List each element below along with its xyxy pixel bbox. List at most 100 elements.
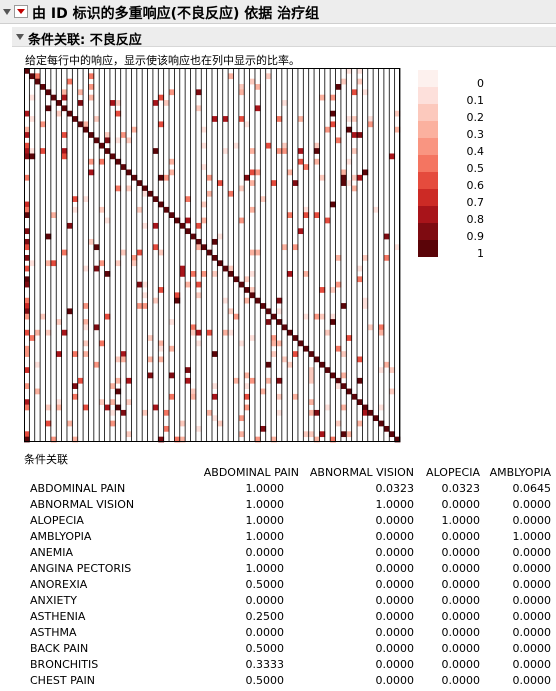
heatmap-cell [297, 148, 304, 154]
legend-label: 0.8 [466, 213, 485, 226]
table-cell: 1.0000 [441, 514, 481, 527]
heatmap-cell [56, 110, 62, 117]
heatmap-cell [83, 340, 89, 347]
heatmap-cell [72, 196, 79, 202]
heatmap-cell [34, 361, 41, 368]
heatmap-cell [389, 153, 396, 160]
heatmap-cell [287, 271, 293, 277]
heatmap-cell [88, 158, 95, 165]
heatmap-cell [88, 94, 95, 101]
heatmap-cell [104, 217, 111, 224]
heatmap-cell [126, 169, 132, 176]
table-cell: 0.0323 [441, 482, 481, 495]
heatmap-cell [389, 431, 396, 438]
heatmap-cell [24, 228, 30, 235]
heatmap-cell [212, 255, 218, 261]
disclosure-triangle-icon[interactable] [16, 34, 24, 40]
heatmap-cell [56, 404, 62, 411]
heatmap-cell [340, 404, 347, 411]
heatmap-cell [238, 415, 245, 422]
table-cell: 0.0645 [512, 482, 552, 495]
heatmap-cell [147, 356, 154, 363]
heatmap-cell [238, 431, 245, 438]
heatmap-cell [228, 271, 234, 277]
heatmap-cell [276, 319, 283, 325]
row-label: ANOREXIA [30, 578, 88, 591]
legend-label: 0.6 [466, 179, 485, 192]
heatmap-cell [233, 377, 240, 384]
heatmap-cell [319, 431, 326, 438]
disclosure-triangle-icon[interactable] [3, 9, 11, 15]
heatmap-cell [217, 180, 224, 186]
table-cell: 0.0000 [375, 514, 415, 527]
legend-label: 0.3 [466, 128, 485, 141]
heatmap-cell [244, 297, 250, 304]
heatmap-cell [158, 201, 165, 208]
heatmap-cell [50, 94, 57, 101]
heatmap-cell [34, 329, 41, 336]
heatmap-cell [212, 116, 218, 122]
heatmap-cell [303, 212, 310, 218]
heatmap-cell [99, 158, 105, 165]
heatmap-cell [77, 121, 84, 128]
heatmap-cell [303, 271, 310, 277]
heatmap-cell [265, 142, 272, 149]
report-title: 由 ID 标识的多重响应(不良反应) 依据 治疗组 [32, 6, 320, 22]
heatmap-cell [206, 409, 213, 416]
heatmap-cell [201, 126, 208, 133]
heatmap-cell [206, 190, 213, 197]
heatmap-cell [346, 388, 353, 395]
heatmap-cell [126, 137, 132, 144]
heatmap-cell [281, 148, 288, 154]
heatmap-cell [190, 393, 197, 400]
heatmap-cell [120, 249, 127, 256]
heatmap-cell [249, 292, 256, 299]
heatmap-cell [99, 399, 105, 405]
heatmap-cell [287, 329, 293, 336]
legend-swatch [418, 223, 438, 240]
table-cell: 0.0000 [375, 546, 415, 559]
heatmap-cell [50, 260, 57, 267]
heatmap-cell [50, 436, 57, 443]
heatmap-cell [373, 206, 379, 213]
heatmap-cell [61, 94, 68, 101]
heatmap-cell [56, 351, 62, 357]
heatmap-cell [228, 308, 234, 315]
heatmap-cell [351, 185, 358, 192]
heatmap-cell [308, 409, 315, 416]
heatmap-cell [330, 121, 336, 128]
heatmap-cell [185, 196, 191, 202]
heatmap-cell [29, 116, 36, 122]
heatmap-cell [174, 292, 181, 299]
heatmap-cell [357, 356, 363, 363]
heatmap-cell [142, 281, 148, 288]
heatmap-cell [83, 196, 89, 202]
heatmap-cell [357, 174, 363, 181]
heatmap-cell [45, 105, 52, 112]
heatmap-cell [83, 265, 89, 272]
heatmap-cell [115, 388, 122, 395]
heatmap-cell [351, 174, 358, 181]
heatmap-cell [115, 185, 122, 192]
heatmap-cell [217, 260, 224, 267]
table-cell: 0.0000 [512, 514, 552, 527]
heatmap-cell [99, 260, 105, 267]
heatmap-cell [297, 340, 304, 347]
table-cell: 0.0000 [375, 674, 415, 687]
heatmap-cell [24, 148, 30, 154]
table-cell: 0.0000 [512, 562, 552, 575]
heatmap-cell [378, 324, 385, 331]
heatmap-cell [249, 249, 256, 256]
heatmap-frame [24, 68, 400, 442]
heatmap-cell [142, 409, 148, 416]
table-cell: 0.0000 [375, 578, 415, 591]
heatmap-cell [351, 116, 358, 122]
heatmap-cell [271, 335, 277, 341]
legend-label: 0.1 [466, 94, 485, 107]
heatmap-cell [314, 313, 320, 320]
heatmap-cell [131, 126, 138, 133]
red-triangle-menu-icon[interactable] [14, 5, 28, 18]
heatmap-cell [319, 361, 326, 368]
heatmap-cell [185, 367, 191, 373]
heatmap-cell [212, 271, 218, 277]
